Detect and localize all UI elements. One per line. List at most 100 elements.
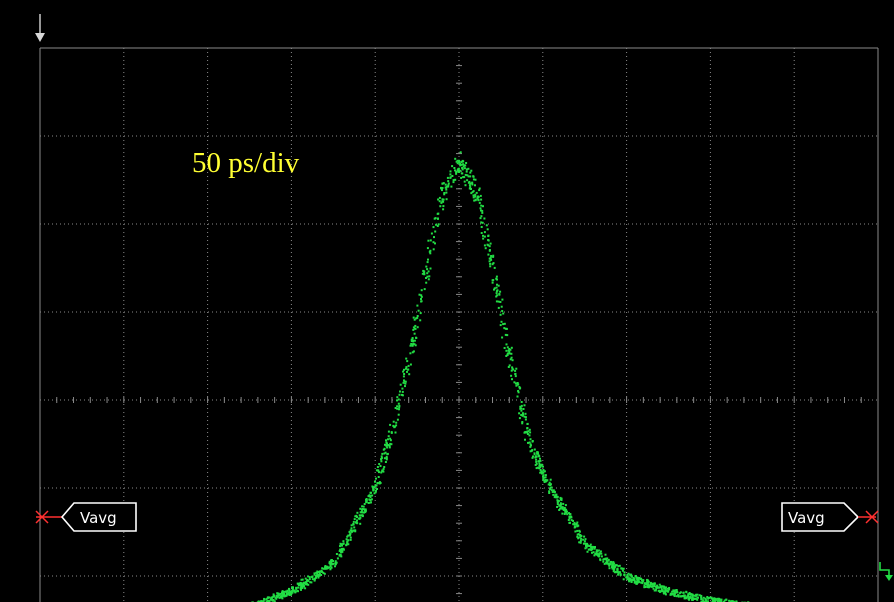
- trace-point: [324, 565, 327, 567]
- trace-point: [440, 201, 443, 204]
- trace-point: [396, 399, 398, 402]
- trace-point: [350, 524, 353, 527]
- trace-point: [339, 545, 341, 548]
- trace-point: [588, 545, 591, 547]
- vavg-marker-right[interactable]: Vavg: [781, 502, 879, 532]
- trace-point: [560, 506, 563, 509]
- trace-point: [609, 562, 612, 565]
- trace-point: [369, 496, 372, 499]
- trace-point: [474, 193, 477, 196]
- trace-point: [543, 476, 546, 479]
- trace-point: [555, 494, 558, 497]
- trace-point: [363, 503, 366, 505]
- trace-point: [539, 459, 542, 462]
- trace-point: [311, 576, 314, 578]
- trace-point: [482, 205, 484, 208]
- trace-point: [295, 587, 298, 590]
- trace-point: [428, 275, 431, 278]
- trace-point: [409, 363, 412, 366]
- trace-point: [291, 591, 294, 594]
- trace-point: [429, 239, 432, 242]
- trace-point: [432, 226, 435, 229]
- trace-point: [459, 169, 462, 172]
- trace-point: [441, 198, 444, 201]
- trace-point: [402, 381, 405, 384]
- trace-point: [442, 182, 445, 185]
- trace-point: [595, 550, 598, 553]
- vavg-marker-left[interactable]: Vavg: [35, 502, 137, 532]
- trace-point: [325, 566, 328, 569]
- trace-point: [385, 457, 388, 460]
- trace-point: [506, 353, 509, 356]
- trace-point: [439, 205, 442, 208]
- trace-point: [361, 508, 363, 511]
- trace-point: [380, 458, 383, 461]
- trace-point: [342, 540, 345, 543]
- trace-point: [572, 519, 574, 522]
- trace-point: [637, 581, 640, 584]
- trace-point: [380, 457, 383, 459]
- trace-point: [480, 232, 483, 234]
- trace-point: [341, 548, 344, 551]
- trace-point: [370, 498, 373, 501]
- trace-point: [335, 561, 338, 564]
- trace-point: [579, 541, 582, 544]
- trace-point: [446, 176, 449, 179]
- trace-point: [349, 538, 352, 541]
- trace-point: [509, 348, 512, 351]
- trace-point: [616, 567, 619, 570]
- trace-point: [441, 182, 444, 185]
- trace-point: [456, 169, 459, 172]
- trace-point: [536, 466, 539, 469]
- trace-point: [465, 168, 468, 171]
- trace-point: [414, 324, 417, 327]
- trace-point: [286, 593, 288, 596]
- trace-point: [687, 595, 690, 598]
- trace-point: [338, 554, 341, 557]
- trace-point: [347, 543, 350, 546]
- trace-point: [461, 172, 464, 175]
- trace-point: [714, 597, 717, 600]
- trace-point: [501, 336, 504, 339]
- trace-point: [682, 591, 685, 594]
- trace-point: [587, 548, 590, 551]
- trace-point: [311, 578, 314, 581]
- trace-point: [322, 572, 325, 574]
- trace-point: [475, 191, 478, 194]
- trace-point: [493, 287, 496, 290]
- trace-point: [467, 167, 470, 170]
- trace-point: [332, 560, 334, 562]
- trace-point: [503, 322, 506, 325]
- trace-point: [508, 348, 511, 350]
- trace-point: [402, 375, 405, 378]
- trace-point: [515, 384, 518, 387]
- trace-point: [423, 288, 426, 291]
- trace-point: [718, 597, 720, 600]
- trace-point: [340, 550, 342, 553]
- trace-point: [694, 597, 697, 600]
- trace-point: [463, 164, 466, 167]
- trace-point: [286, 590, 289, 593]
- trace-point: [313, 572, 316, 575]
- trace-point: [712, 597, 715, 600]
- trace-point: [539, 469, 542, 471]
- trace-point: [427, 258, 429, 261]
- trace-point: [460, 161, 463, 163]
- trace-point: [330, 562, 333, 565]
- trace-point: [441, 187, 444, 189]
- trace-point: [627, 579, 630, 581]
- trace-point: [660, 587, 663, 590]
- trace-point: [359, 516, 362, 519]
- trace-point: [552, 489, 555, 492]
- trace-point: [409, 352, 412, 355]
- trace-point: [516, 395, 519, 398]
- trace-point: [619, 573, 622, 576]
- trace-point: [666, 587, 669, 590]
- trace-point: [426, 268, 429, 271]
- trace-point: [542, 471, 545, 474]
- trace-point: [597, 549, 600, 552]
- trace-point: [583, 535, 586, 538]
- trace-point: [412, 342, 415, 345]
- trace-point: [612, 561, 615, 564]
- trace-point: [455, 171, 458, 174]
